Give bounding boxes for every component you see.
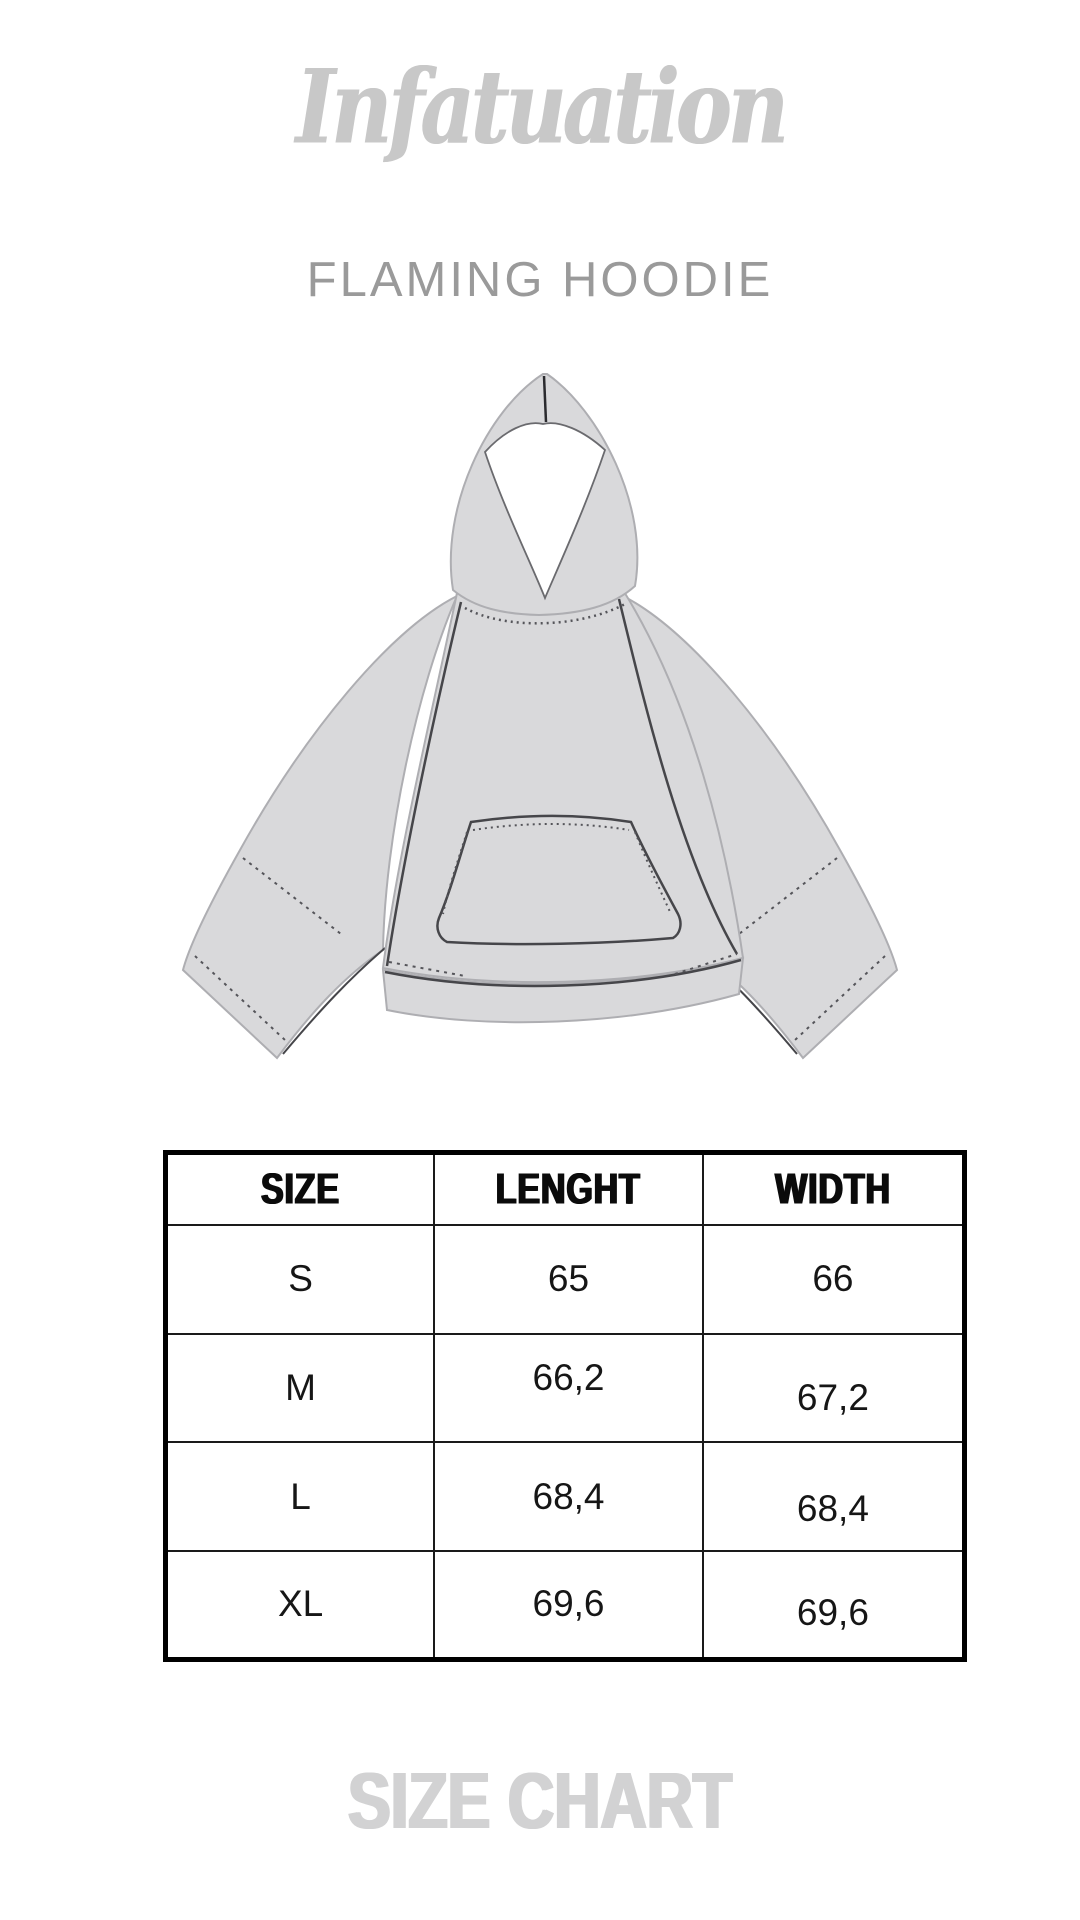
- hem-stitch-left: [388, 961, 466, 977]
- pocket-stitch-top: [472, 823, 630, 831]
- kangaroo-pocket: [436, 814, 682, 946]
- cell-size-l: L: [164, 1441, 436, 1552]
- cell-size-s: S: [164, 1223, 436, 1335]
- size-table-header-row: SIZE LENGHT WIDTH: [164, 1151, 966, 1226]
- hem-stitch-right: [674, 953, 738, 975]
- hoodie-hem-band: [381, 956, 745, 1024]
- hood-opening: [483, 422, 607, 601]
- hood-center-seam: [542, 375, 548, 423]
- hem-seam: [384, 958, 742, 988]
- header-size: SIZE: [164, 1151, 436, 1226]
- cell-width-m: 67,2: [701, 1332, 966, 1444]
- cell-size-xl: XL: [164, 1549, 436, 1661]
- table-row-s: S 65 66: [164, 1223, 966, 1335]
- size-table: SIZE LENGHT WIDTH S 65 66 M 66,2 67,2 L …: [163, 1150, 967, 1662]
- cell-size-m: M: [164, 1332, 436, 1444]
- hoodie-svg: [181, 373, 899, 1060]
- table-row-m: M 66,2 67,2: [164, 1332, 966, 1444]
- hoodie-illustration: [135, 358, 945, 1088]
- left-sleeve-inner-seam: [282, 947, 386, 1055]
- pocket-stitch-left: [442, 831, 468, 915]
- cell-lenght-xl: 69,6: [433, 1549, 704, 1661]
- cell-width-l: 68,4: [701, 1441, 966, 1552]
- brand-logo: Infatuation: [295, 46, 788, 167]
- header-width: WIDTH: [701, 1151, 966, 1226]
- cell-width-s: 66: [701, 1223, 966, 1335]
- table-row-l: L 68,4 68,4: [164, 1441, 966, 1552]
- hoodie-left-sleeve: [181, 593, 460, 1060]
- cell-width-xl: 69,6: [701, 1549, 966, 1661]
- cell-lenght-m: 66,2: [433, 1332, 704, 1444]
- header-lenght: LENGHT: [433, 1151, 704, 1226]
- table-row-xl: XL 69,6 69,6: [164, 1549, 966, 1661]
- left-raglan-seam: [385, 601, 463, 967]
- product-title: FLAMING HOODIE: [306, 253, 774, 307]
- size-chart-label: SIZE CHART: [348, 1756, 732, 1845]
- cell-lenght-l: 68,4: [433, 1441, 704, 1552]
- right-raglan-seam: [617, 598, 739, 955]
- cell-lenght-s: 65: [433, 1223, 704, 1335]
